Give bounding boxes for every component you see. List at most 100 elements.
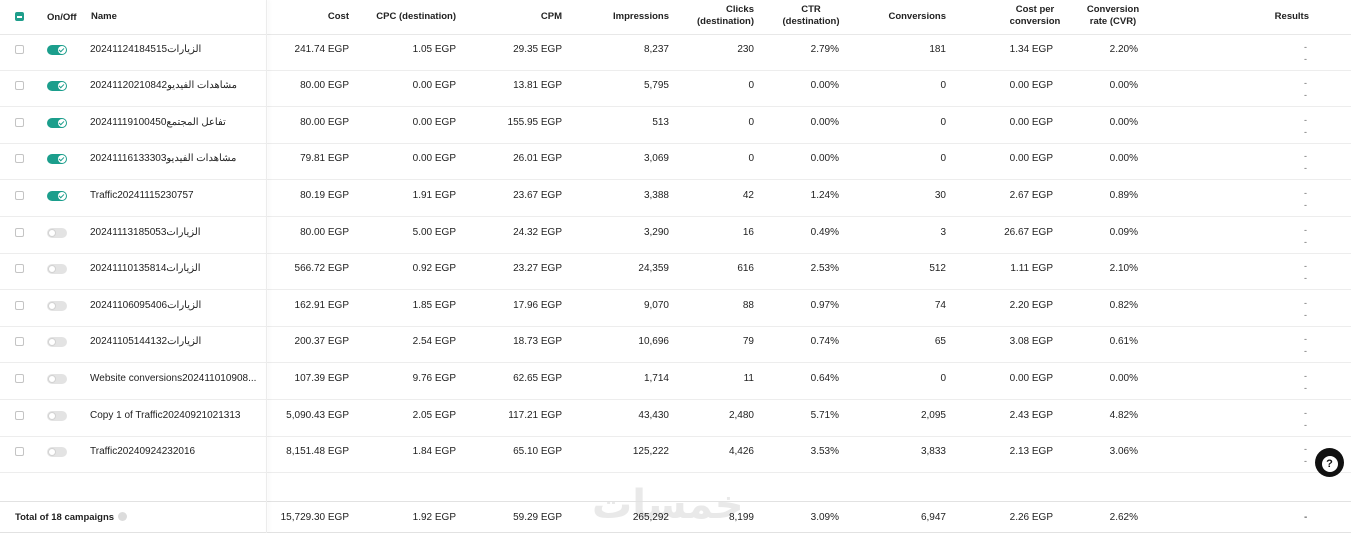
cell-cpm: 62.65 EGP bbox=[513, 373, 562, 384]
row-checkbox[interactable] bbox=[15, 264, 24, 273]
table-row: مشاهدات الفيديو20241120210842 80.00 EGP 0.… bbox=[0, 70, 1351, 107]
total-ctr: 3.09% bbox=[810, 512, 839, 523]
header-ctr[interactable]: CTR (destination) bbox=[776, 4, 846, 28]
info-icon[interactable] bbox=[118, 512, 128, 521]
header-results[interactable]: Results bbox=[1274, 11, 1309, 22]
cell-results: - bbox=[1304, 115, 1307, 125]
header-conversions[interactable]: Conversions bbox=[888, 11, 946, 22]
cell-conversions: 0 bbox=[940, 153, 946, 164]
cell-cpc: 0.00 EGP bbox=[412, 80, 456, 91]
header-name[interactable]: Name bbox=[91, 11, 117, 22]
cell-clicks: 79 bbox=[742, 336, 754, 347]
campaign-name-link[interactable]: Traffic20240924232016 bbox=[90, 446, 196, 457]
cell-clicks: 0 bbox=[748, 80, 754, 91]
help-button[interactable]: ? bbox=[1315, 448, 1344, 477]
cell-cpm: 23.67 EGP bbox=[513, 190, 562, 201]
cell-results: - bbox=[1304, 78, 1307, 88]
cell-cpm: 23.27 EGP bbox=[513, 263, 562, 274]
header-impressions[interactable]: Impressions bbox=[613, 11, 669, 22]
cell-cost-per-conversion: 1.34 EGP bbox=[1009, 44, 1053, 55]
status-toggle[interactable] bbox=[47, 301, 67, 311]
status-toggle[interactable] bbox=[47, 154, 67, 164]
cell-results: - bbox=[1304, 151, 1307, 161]
header-onoff[interactable]: On/Off bbox=[47, 12, 77, 23]
row-checkbox[interactable] bbox=[15, 411, 24, 420]
header-cvr[interactable]: Conversion rate (CVR) bbox=[1078, 4, 1148, 28]
campaign-name-link[interactable]: مشاهدات الفيديو20241116133303 bbox=[90, 153, 237, 164]
cell-cost-per-conversion: 0.00 EGP bbox=[1009, 153, 1053, 164]
campaign-name-link[interactable]: الزيارات20241106095406 bbox=[90, 300, 202, 311]
header-clicks[interactable]: Clicks (destination) bbox=[684, 4, 754, 28]
campaign-name-link[interactable]: الزيارات20241113185053 bbox=[90, 227, 201, 238]
row-checkbox[interactable] bbox=[15, 81, 24, 90]
row-checkbox[interactable] bbox=[15, 191, 24, 200]
status-toggle[interactable] bbox=[47, 374, 67, 384]
campaign-name-link[interactable]: الزيارات20241124184515 bbox=[90, 44, 202, 55]
cell-clicks: 42 bbox=[742, 190, 754, 201]
cell-clicks: 16 bbox=[742, 227, 754, 238]
table-row: Copy 1 of Traffic20240921021313 5,090.43 … bbox=[0, 400, 1351, 437]
cell-results-secondary: - bbox=[1304, 310, 1307, 320]
row-checkbox[interactable] bbox=[15, 447, 24, 456]
cell-cvr: 0.00% bbox=[1109, 117, 1138, 128]
status-toggle[interactable] bbox=[47, 337, 67, 347]
header-cpc[interactable]: CPC (destination) bbox=[376, 11, 456, 22]
table-row: مشاهدات الفيديو20241116133303 79.81 EGP 0.… bbox=[0, 143, 1351, 180]
row-checkbox[interactable] bbox=[15, 374, 24, 383]
cell-results-secondary: - bbox=[1304, 456, 1307, 466]
check-icon bbox=[58, 82, 66, 90]
status-toggle[interactable] bbox=[47, 118, 67, 128]
header-cpm[interactable]: CPM bbox=[540, 11, 562, 22]
cell-cvr: 4.82% bbox=[1109, 410, 1138, 421]
header-cost-per-conversion[interactable]: Cost per conversion bbox=[1000, 4, 1070, 28]
cell-cpm: 26.01 EGP bbox=[513, 153, 562, 164]
cell-cost-per-conversion: 0.00 EGP bbox=[1009, 373, 1053, 384]
campaign-name-link[interactable]: الزيارات20241105144132 bbox=[90, 336, 202, 347]
cell-results: - bbox=[1304, 188, 1307, 198]
row-checkbox[interactable] bbox=[15, 228, 24, 237]
status-toggle[interactable] bbox=[47, 81, 67, 91]
campaign-name-link[interactable]: Traffic20241115230757 bbox=[90, 190, 194, 201]
select-all-checkbox[interactable] bbox=[15, 12, 24, 21]
total-cost: 15,729.30 EGP bbox=[280, 512, 349, 523]
cell-cvr: 0.00% bbox=[1109, 153, 1138, 164]
campaign-name-link[interactable]: مشاهدات الفيديو20241120210842 bbox=[90, 80, 238, 91]
status-toggle[interactable] bbox=[47, 45, 67, 55]
total-conversions: 6,947 bbox=[920, 512, 946, 523]
header-cost[interactable]: Cost bbox=[327, 11, 349, 22]
total-cvr: 2.62% bbox=[1109, 512, 1138, 523]
cell-results: - bbox=[1304, 42, 1307, 52]
toggle-knob bbox=[48, 375, 56, 383]
cell-cost: 162.91 EGP bbox=[294, 300, 349, 311]
table-row: Traffic20240924232016 8,151.48 EGP 1.84 EG… bbox=[0, 436, 1351, 473]
cell-ctr: 0.00% bbox=[810, 80, 839, 91]
cell-cpc: 0.00 EGP bbox=[412, 153, 456, 164]
row-checkbox[interactable] bbox=[15, 337, 24, 346]
row-checkbox[interactable] bbox=[15, 45, 24, 54]
campaign-name-link[interactable]: Copy 1 of Traffic20240921021313 bbox=[90, 410, 241, 421]
cell-cost: 5,090.43 EGP bbox=[286, 410, 349, 421]
campaign-name-link[interactable]: تفاعل المجتمع20241119100450 bbox=[90, 117, 226, 128]
cell-impressions: 3,069 bbox=[643, 153, 669, 164]
status-toggle[interactable] bbox=[47, 191, 67, 201]
cell-cvr: 0.89% bbox=[1109, 190, 1138, 201]
cell-cvr: 0.00% bbox=[1109, 80, 1138, 91]
cell-cvr: 0.09% bbox=[1109, 227, 1138, 238]
cell-results-secondary: - bbox=[1304, 54, 1307, 64]
header-cvr-line2: rate (CVR) bbox=[1089, 16, 1137, 27]
row-checkbox[interactable] bbox=[15, 118, 24, 127]
row-checkbox[interactable] bbox=[15, 154, 24, 163]
total-cost-per-conversion: 2.26 EGP bbox=[1009, 512, 1053, 523]
cell-impressions: 3,388 bbox=[643, 190, 669, 201]
status-toggle[interactable] bbox=[47, 447, 67, 457]
cell-cpm: 155.95 EGP bbox=[507, 117, 562, 128]
status-toggle[interactable] bbox=[47, 264, 67, 274]
table-header: On/Off Name Cost CPC (destination) CPM I… bbox=[0, 0, 1351, 35]
status-toggle[interactable] bbox=[47, 228, 67, 238]
row-checkbox[interactable] bbox=[15, 301, 24, 310]
campaign-name-link[interactable]: الزيارات20241110135814 bbox=[90, 263, 201, 274]
status-toggle[interactable] bbox=[47, 411, 67, 421]
total-label: Total of 18 campaigns bbox=[15, 512, 128, 524]
campaign-name-link[interactable]: Website conversions202411010908... bbox=[90, 373, 257, 384]
check-icon bbox=[58, 119, 66, 127]
